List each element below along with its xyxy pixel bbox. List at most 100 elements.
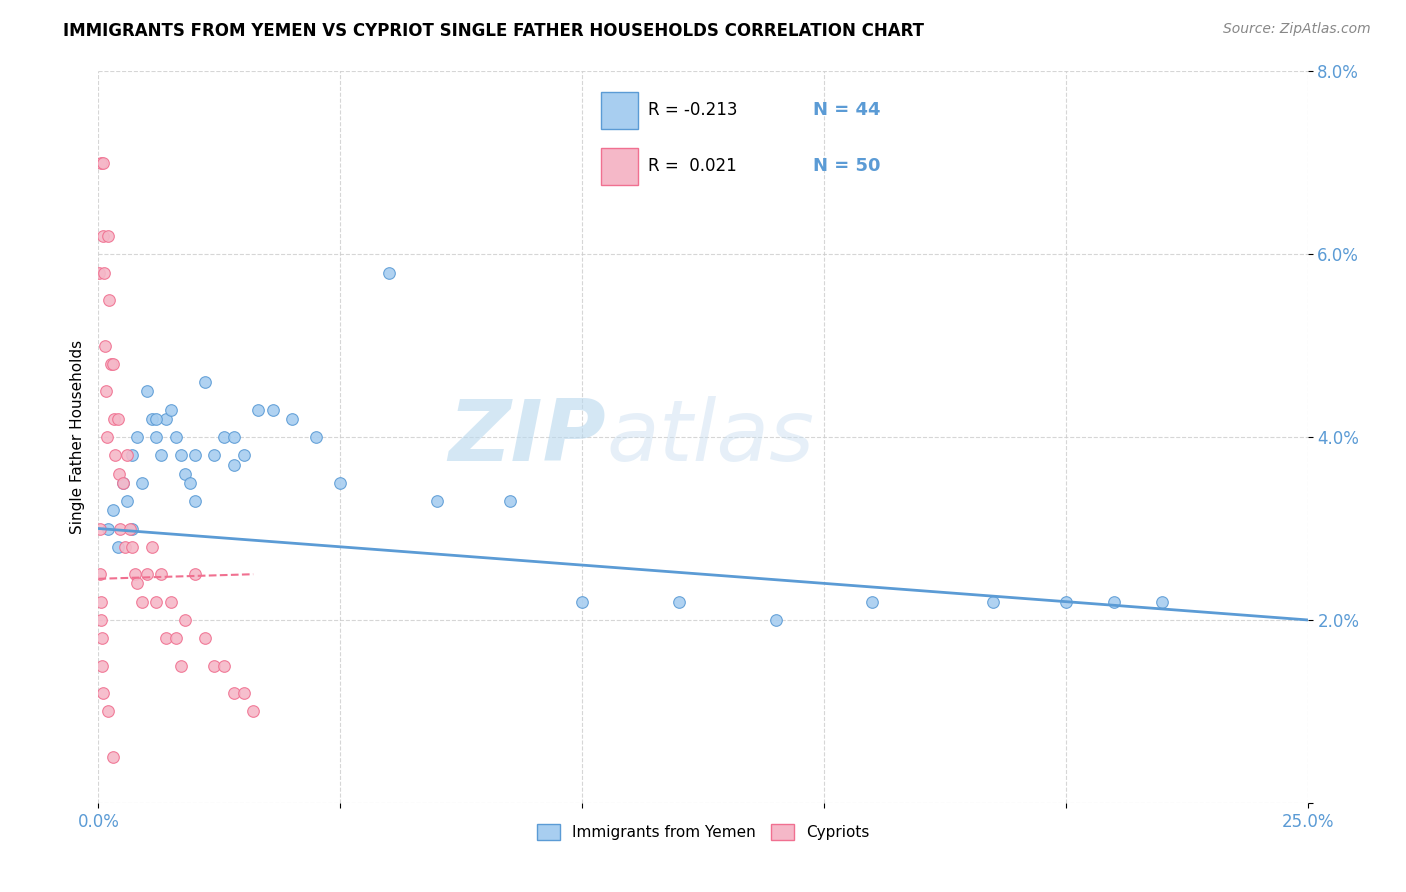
Point [668,595,690,609]
Point [90,632,112,646]
Point [145,430,167,444]
Y-axis label: Single Father Households: Single Father Households [69,340,84,534]
Point [232,449,254,463]
Point [101,750,124,764]
Point [165,430,187,444]
Point [117,494,139,508]
Point [329,475,352,490]
Point [426,494,449,508]
FancyBboxPatch shape [600,147,638,185]
Point [111,475,134,490]
Point [498,494,520,508]
Point [96,430,118,444]
Point [89,266,111,280]
Text: R =  0.021: R = 0.021 [648,157,737,175]
Text: atlas: atlas [606,395,814,479]
Point [169,449,191,463]
Legend: Immigrants from Yemen, Cypriots: Immigrants from Yemen, Cypriots [530,818,876,847]
Point [194,632,217,646]
Point [91,686,114,700]
Point [247,402,270,417]
Point [160,402,183,417]
Point [121,521,143,535]
Point [141,412,163,426]
Point [765,613,787,627]
Point [98,293,121,307]
Point [1152,595,1174,609]
Point [150,449,173,463]
Point [118,521,141,535]
Point [222,686,245,700]
Point [155,412,177,426]
FancyBboxPatch shape [600,92,638,129]
Point [232,686,254,700]
Point [222,458,245,472]
Point [155,632,177,646]
Point [165,632,187,646]
Point [212,430,235,444]
Point [97,521,120,535]
Point [107,467,129,481]
Point [184,567,207,582]
Point [97,229,120,244]
Point [194,376,217,390]
Point [104,449,127,463]
Point [117,449,139,463]
Point [174,613,197,627]
Point [91,155,114,169]
Point [107,540,129,554]
Text: IMMIGRANTS FROM YEMEN VS CYPRIOT SINGLE FATHER HOUSEHOLDS CORRELATION CHART: IMMIGRANTS FROM YEMEN VS CYPRIOT SINGLE … [63,22,924,40]
Point [262,402,284,417]
Point [127,430,149,444]
Point [89,567,111,582]
Point [222,430,245,444]
Point [281,412,304,426]
Point [135,384,157,399]
Point [90,613,112,627]
Point [101,357,124,371]
Point [160,595,183,609]
Point [121,540,143,554]
Point [169,658,191,673]
Point [141,540,163,554]
Point [145,412,167,426]
Point [571,595,593,609]
Point [93,266,115,280]
Point [179,475,201,490]
Point [90,155,112,169]
Point [103,412,125,426]
Text: ZIP: ZIP [449,395,606,479]
Point [305,430,328,444]
Point [91,229,114,244]
Point [94,338,117,352]
Point [89,521,111,535]
Point [377,266,399,280]
Point [107,412,129,426]
Point [174,467,197,481]
Point [127,576,149,591]
Point [204,449,226,463]
Point [100,357,122,371]
Point [1054,595,1077,609]
Point [204,658,226,673]
Text: Source: ZipAtlas.com: Source: ZipAtlas.com [1223,22,1371,37]
Point [860,595,883,609]
Point [96,384,118,399]
Point [184,494,207,508]
Point [121,449,143,463]
Point [145,595,167,609]
Point [212,658,235,673]
Text: R = -0.213: R = -0.213 [648,102,737,120]
Point [114,540,136,554]
Point [131,595,153,609]
Point [108,521,131,535]
Point [242,705,264,719]
Point [1102,595,1125,609]
Point [150,567,173,582]
Point [981,595,1004,609]
Point [124,567,146,582]
Point [131,475,153,490]
Point [91,658,114,673]
Text: N = 44: N = 44 [813,102,880,120]
Point [111,475,134,490]
